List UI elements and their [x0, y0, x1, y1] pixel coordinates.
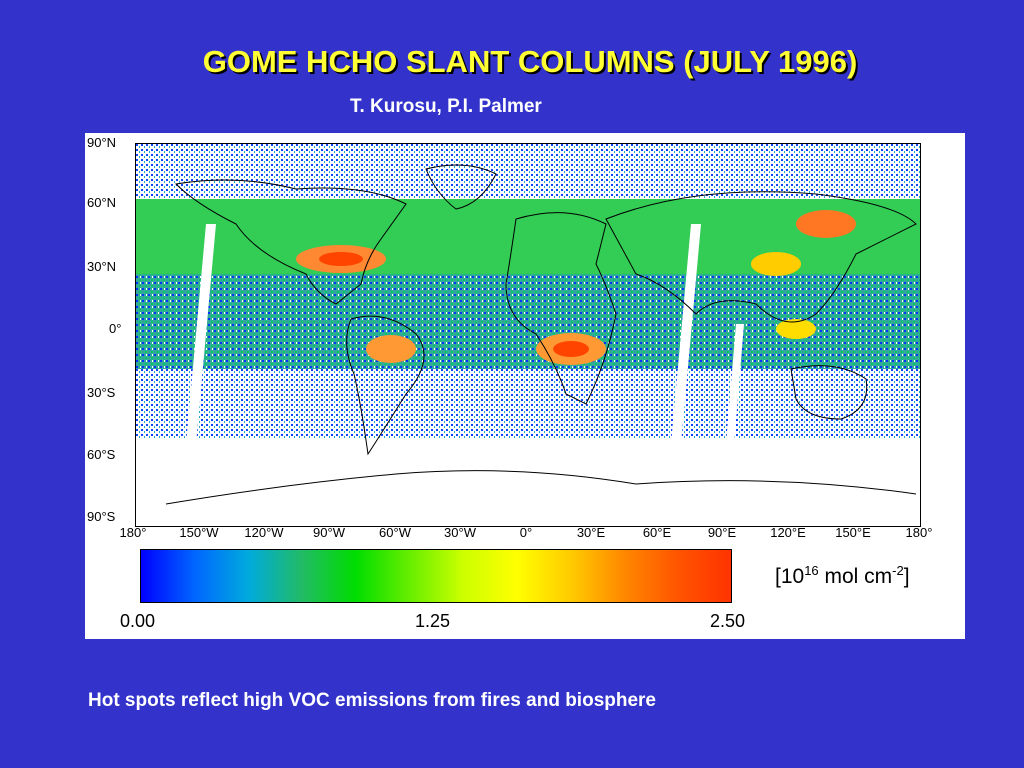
lon-label-60e: 60°E [642, 525, 672, 540]
hotspot-north-america-core [319, 252, 363, 266]
band-south [136, 369, 920, 439]
lat-label-eq: 0° [109, 321, 122, 336]
lat-label-90s: 90°S [87, 509, 116, 524]
coast-greenland [425, 164, 497, 210]
lon-label-150w: 150°W [179, 525, 219, 540]
lat-label-60n: 60°N [87, 195, 117, 210]
swath-gap [186, 224, 216, 444]
lon-label-150e: 150°E [835, 525, 871, 540]
lon-label-30e: 30°E [576, 525, 606, 540]
lon-label-0: 0° [519, 525, 533, 540]
band-north-mid [136, 199, 920, 279]
lon-label-90e: 90°E [707, 525, 737, 540]
caption: Hot spots reflect high VOC emissions fro… [88, 690, 656, 711]
colorbar-mid-label: 1.25 [415, 611, 451, 631]
coast-north-america [174, 179, 407, 305]
map-svg [136, 144, 920, 505]
colorbar [140, 549, 732, 603]
hotspot-africa-core [553, 341, 589, 357]
lon-label-120w: 120°W [244, 525, 284, 540]
lat-label-30s: 30°S [87, 385, 116, 400]
swath-gap [671, 224, 701, 444]
lat-label-90n: 90°N [87, 135, 117, 150]
slide-title: GOME HCHO SLANT COLUMNS (JULY 1996) [202, 44, 858, 79]
hotspot-amazon [366, 335, 416, 363]
lat-label-60s: 60°S [87, 447, 116, 462]
colorbar-min-label: 0.00 [120, 611, 156, 631]
hotspot-china [751, 252, 801, 276]
lon-label-60w: 60°W [379, 525, 411, 540]
hotspot-southeast-asia [776, 319, 816, 339]
lon-label-120e: 120°E [770, 525, 806, 540]
lon-label-180w: 180° [119, 525, 147, 540]
swath-gap [726, 324, 744, 444]
figure-panel: 90°N 60°N 30°N 0° 30°S 60°S 90°S [85, 133, 965, 639]
lat-label-30n: 30°N [87, 259, 117, 274]
colorbar-unit: [1016 mol cm-2] [775, 563, 910, 588]
coast-asia [605, 191, 917, 323]
coast-europe-africa [505, 212, 617, 405]
colorbar-max-label: 2.50 [710, 611, 746, 631]
hotspot-east-asia [796, 210, 856, 238]
authors: T. Kurosu, P.I. Palmer [350, 96, 542, 117]
hcho-map [135, 143, 921, 527]
coast-australia [790, 365, 868, 420]
coast-south-america [346, 315, 425, 456]
lon-label-180e: 180° [905, 525, 933, 540]
lon-label-90w: 90°W [313, 525, 345, 540]
lon-label-30w: 30°W [444, 525, 476, 540]
coast-antarctica [165, 470, 917, 505]
band-arctic [136, 144, 920, 204]
